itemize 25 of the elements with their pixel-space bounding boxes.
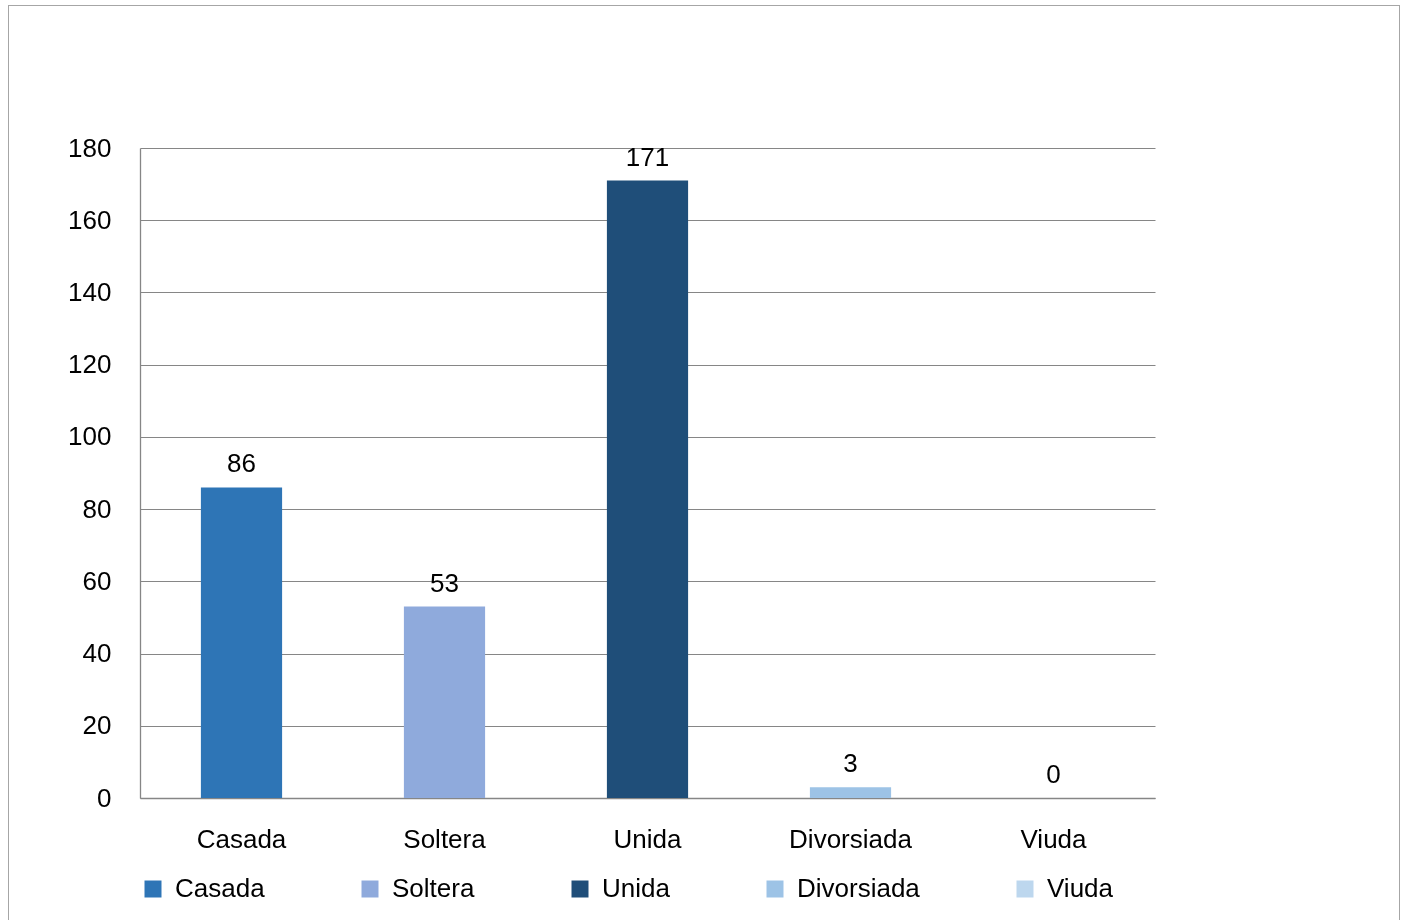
- x-tick-label: Soltera: [403, 823, 487, 854]
- legend-label: Divorsiada: [797, 873, 921, 903]
- legend-label: Unida: [602, 873, 671, 903]
- data-label: 53: [430, 567, 459, 598]
- y-tick-label: 120: [68, 349, 112, 380]
- data-label: 86: [227, 448, 256, 479]
- y-tick-label: 160: [68, 204, 112, 235]
- y-tick-label: 40: [82, 638, 112, 669]
- x-tick-label: Unida: [613, 823, 682, 854]
- legend-label: Casada: [175, 873, 266, 903]
- x-tick-label: Viuda: [1020, 823, 1088, 854]
- y-tick-label: 180: [68, 132, 112, 163]
- x-tick-label: Divorsiada: [789, 823, 913, 854]
- data-label: 0: [1046, 759, 1061, 789]
- x-tick-label: Casada: [196, 823, 287, 854]
- y-tick-label: 0: [97, 782, 112, 813]
- legend-label: Viuda: [1047, 873, 1114, 903]
- y-tick-label: 140: [68, 276, 112, 307]
- y-tick-label: 80: [82, 493, 112, 524]
- data-label: 171: [625, 141, 670, 172]
- data-label: 3: [843, 748, 858, 779]
- y-tick-label: 100: [68, 421, 112, 452]
- y-tick-label: 20: [82, 710, 112, 741]
- y-tick-label: 60: [82, 565, 112, 596]
- legend-label: Soltera: [392, 873, 475, 903]
